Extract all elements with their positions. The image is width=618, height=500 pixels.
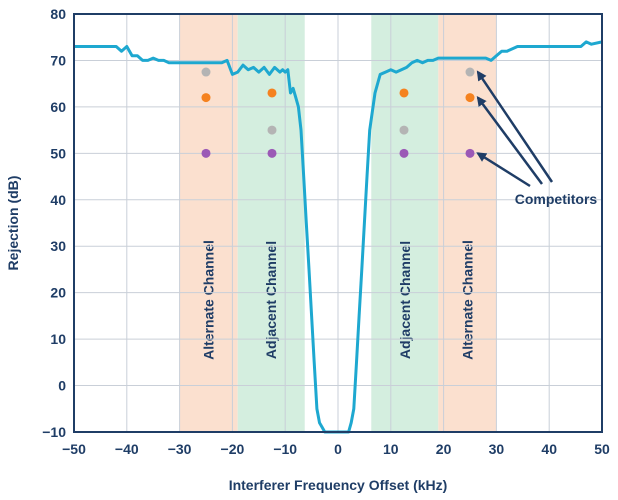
competitor-point-4 — [267, 125, 277, 135]
channel-band-1 — [237, 14, 305, 432]
competitor-point-6 — [399, 88, 409, 98]
channel-bands: Alternate Channel Adjacent Channel Adjacen… — [179, 14, 497, 432]
competitor-point-1 — [201, 93, 211, 103]
x-tick-label-9: 40 — [541, 441, 557, 457]
competitor-arrow-1 — [476, 95, 544, 185]
y-tick-label-9: 80 — [50, 6, 66, 22]
band-label-0: Alternate Channel — [201, 240, 217, 360]
competitor-point-9 — [465, 67, 475, 77]
x-tick-label-1: −40 — [115, 441, 139, 457]
channel-band-0 — [179, 14, 238, 432]
y-tick-label-6: 50 — [50, 145, 66, 161]
competitor-arrow-2 — [476, 152, 531, 188]
competitor-point-2 — [201, 148, 211, 158]
y-tick-label-5: 40 — [50, 192, 66, 208]
band-label-2: Adjacent Channel — [397, 241, 413, 359]
y-tick-label-3: 20 — [50, 285, 66, 301]
competitor-arrow-0 — [476, 70, 554, 183]
channel-band-2 — [371, 14, 439, 432]
y-tick-label-4: 30 — [50, 238, 66, 254]
competitor-point-0 — [201, 67, 211, 77]
x-tick-label-2: −30 — [168, 441, 192, 457]
x-tick-label-4: −10 — [273, 441, 297, 457]
y-tick-label-7: 60 — [50, 99, 66, 115]
y-tick-label-8: 70 — [50, 52, 66, 68]
competitor-point-3 — [267, 88, 277, 98]
competitor-point-5 — [267, 148, 277, 158]
competitor-point-7 — [399, 125, 409, 135]
y-tick-label-1: 0 — [58, 378, 66, 394]
x-tick-label-5: 0 — [334, 441, 342, 457]
competitors-annotation: Competitors — [476, 70, 598, 207]
axis-ticks: −50 −40 −30 −20 −10 0 10 20 30 40 50 −10 0 10 20 30 40 50… — [42, 6, 610, 457]
y-tick-label-2: 10 — [50, 331, 66, 347]
x-tick-label-6: 10 — [383, 441, 399, 457]
x-tick-label-0: −50 — [62, 441, 86, 457]
y-tick-label-0: −10 — [42, 424, 66, 440]
channel-band-3 — [438, 14, 497, 432]
band-label-3: Alternate Channel — [459, 240, 475, 360]
x-tick-label-7: 20 — [436, 441, 452, 457]
competitor-points — [201, 67, 475, 158]
y-axis-title: Rejection (dB) — [5, 176, 21, 271]
competitor-point-11 — [465, 148, 475, 158]
plot-frame — [73, 13, 603, 433]
competitors-label: Competitors — [515, 191, 598, 207]
competitor-point-10 — [465, 93, 475, 103]
band-label-1: Adjacent Channel — [263, 241, 279, 359]
x-tick-label-8: 30 — [489, 441, 505, 457]
x-axis-title: Interferer Frequency Offset (kHz) — [229, 477, 448, 493]
x-tick-label-10: 50 — [594, 441, 610, 457]
x-tick-label-3: −20 — [221, 441, 245, 457]
competitor-point-8 — [399, 148, 409, 158]
